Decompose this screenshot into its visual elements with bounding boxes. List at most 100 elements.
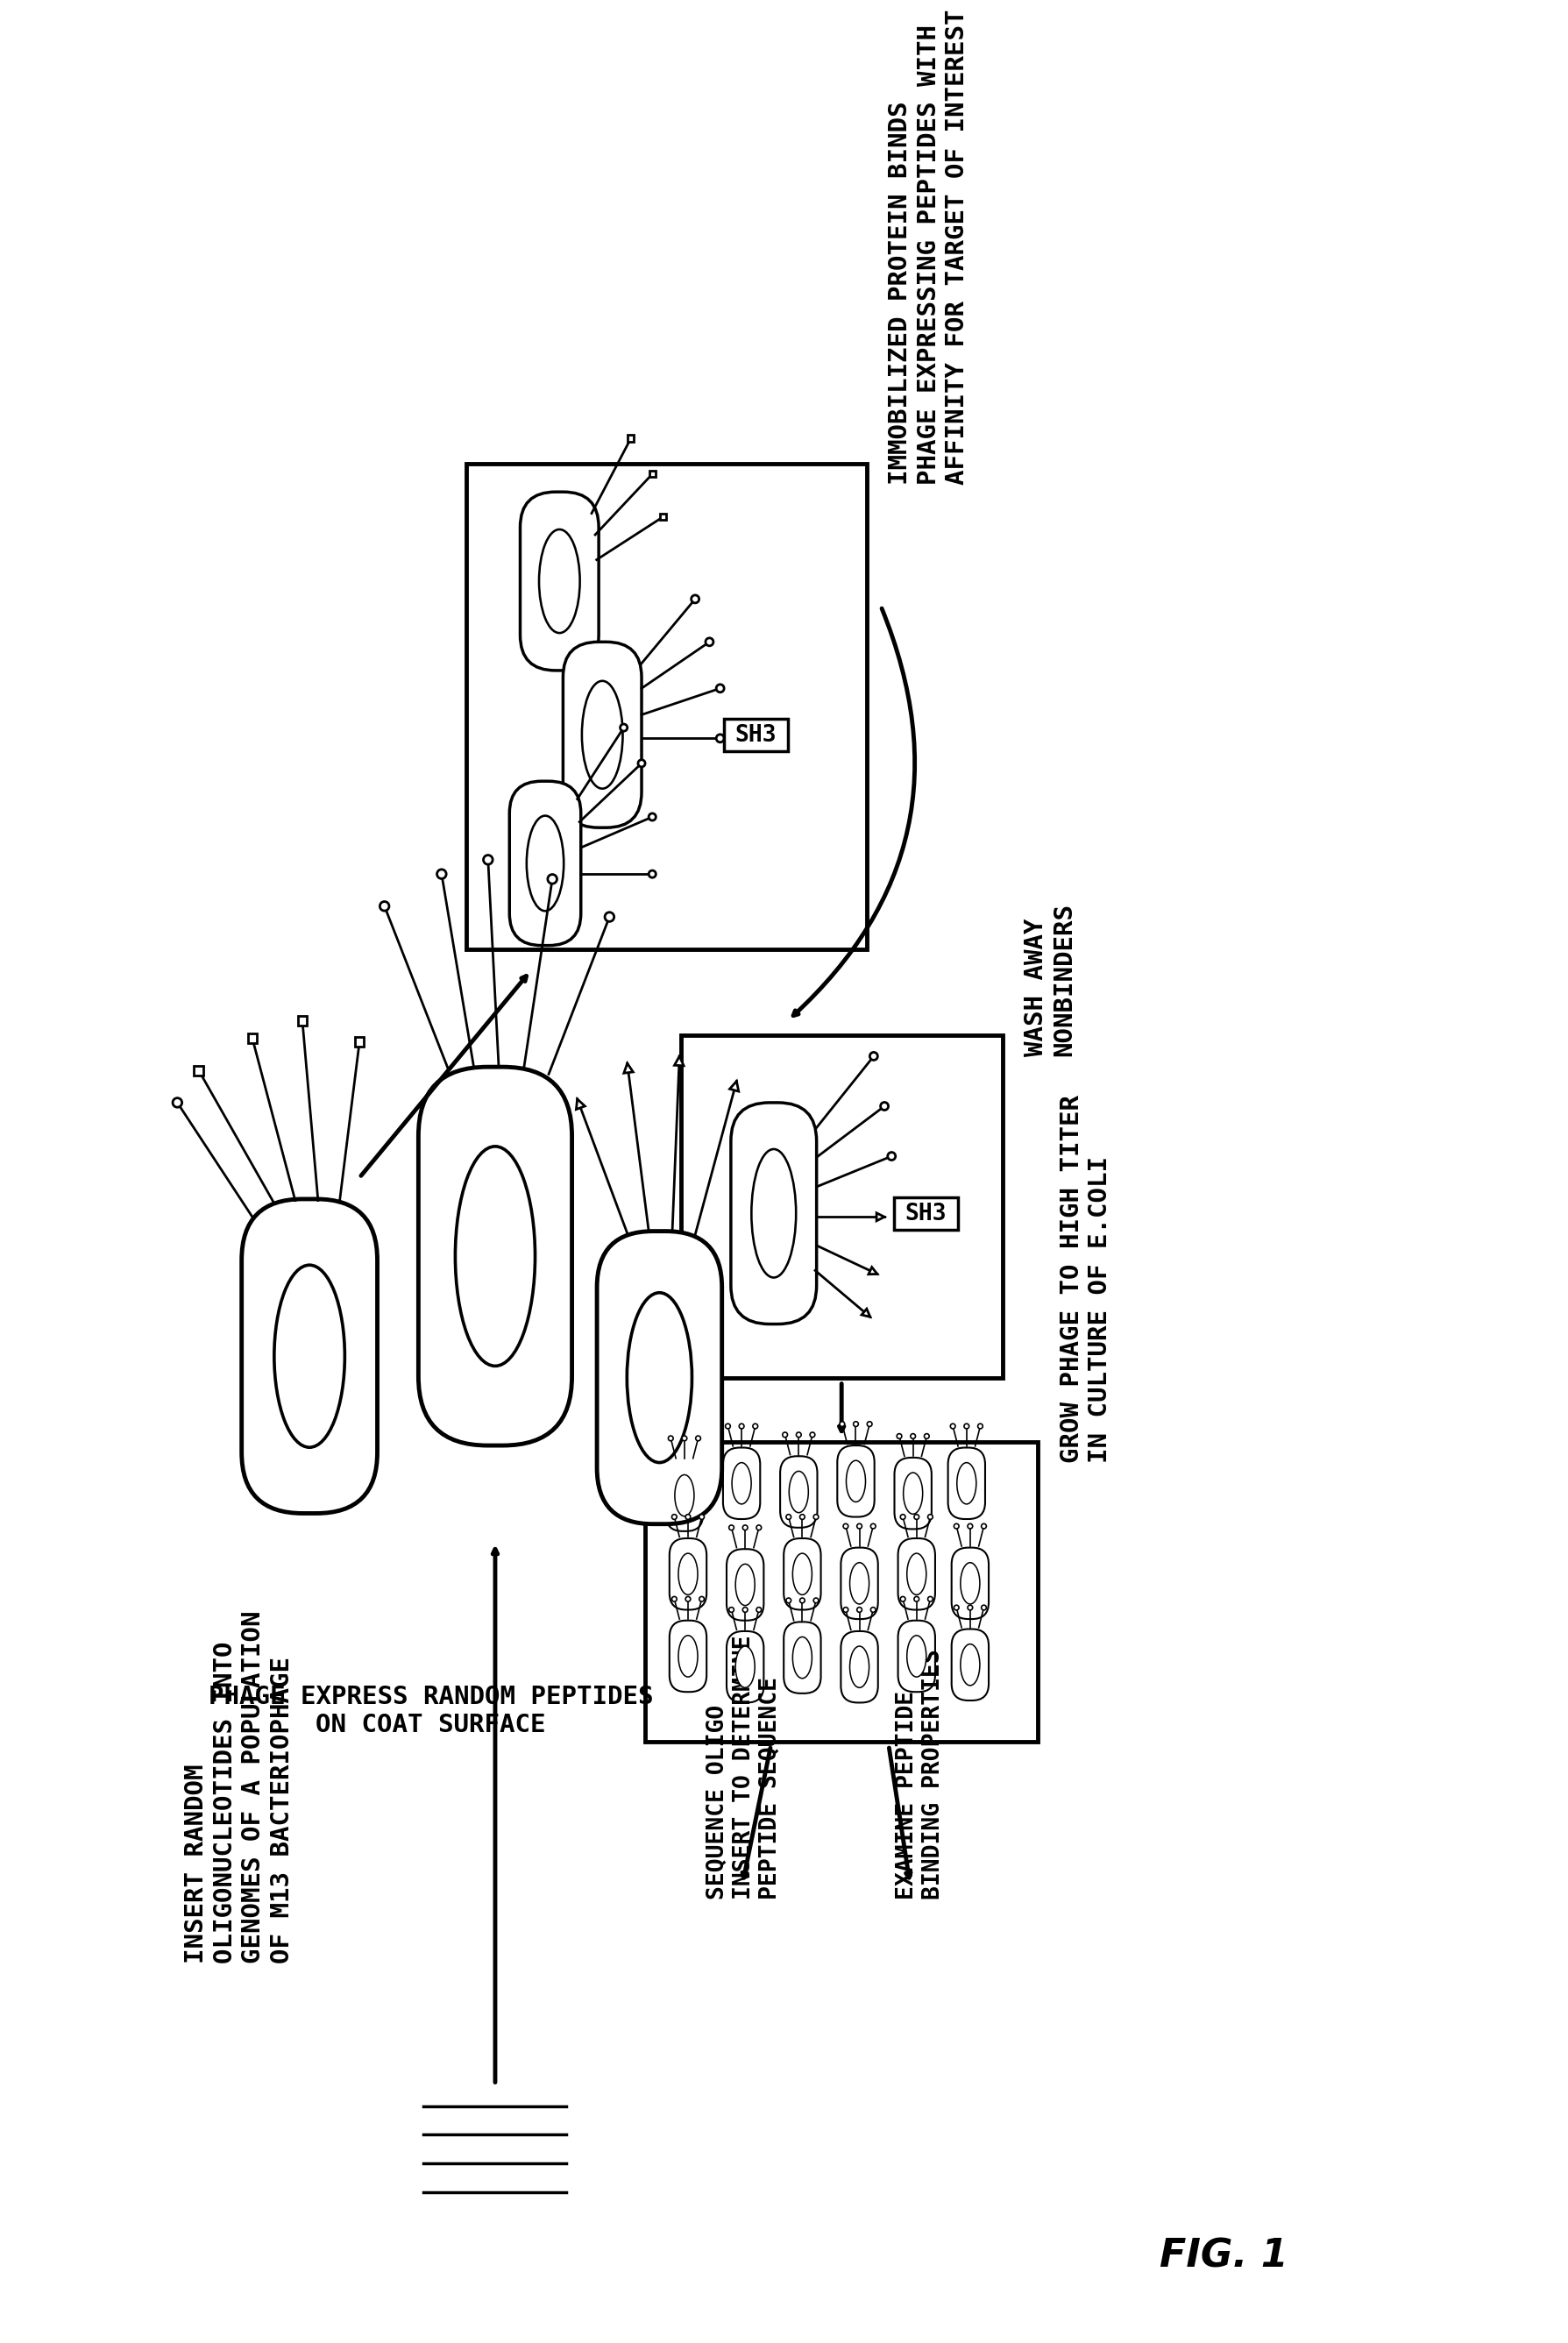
Polygon shape: [674, 1057, 684, 1066]
Ellipse shape: [927, 1514, 933, 1518]
Ellipse shape: [619, 724, 627, 731]
Ellipse shape: [753, 1425, 757, 1429]
Ellipse shape: [539, 530, 580, 633]
FancyBboxPatch shape: [840, 1549, 878, 1619]
Ellipse shape: [483, 855, 492, 865]
Ellipse shape: [982, 1605, 986, 1610]
Ellipse shape: [724, 1425, 731, 1429]
FancyBboxPatch shape: [596, 1230, 721, 1523]
Ellipse shape: [717, 733, 724, 743]
Ellipse shape: [699, 1596, 704, 1603]
Ellipse shape: [685, 1514, 690, 1518]
Ellipse shape: [897, 1434, 902, 1439]
Ellipse shape: [853, 1422, 858, 1427]
Bar: [248, 1033, 257, 1043]
Ellipse shape: [729, 1607, 734, 1612]
Text: WASH AWAY
NONBINDERS: WASH AWAY NONBINDERS: [1024, 902, 1076, 1057]
Ellipse shape: [887, 1153, 895, 1160]
Ellipse shape: [547, 874, 557, 883]
Ellipse shape: [914, 1514, 919, 1518]
FancyBboxPatch shape: [897, 1539, 935, 1610]
Ellipse shape: [856, 1523, 861, 1528]
Ellipse shape: [909, 1434, 916, 1439]
Ellipse shape: [638, 759, 644, 766]
Text: EXAMINE PEPTIDE
BINDING PROPERTIES: EXAMINE PEPTIDE BINDING PROPERTIES: [895, 1649, 944, 1900]
Polygon shape: [729, 1080, 739, 1092]
Ellipse shape: [906, 1635, 925, 1678]
Ellipse shape: [782, 1432, 787, 1436]
Ellipse shape: [809, 1432, 814, 1436]
Ellipse shape: [956, 1462, 975, 1504]
Ellipse shape: [274, 1265, 345, 1448]
Ellipse shape: [751, 1148, 795, 1277]
Ellipse shape: [739, 1425, 743, 1429]
Ellipse shape: [677, 1553, 698, 1596]
Ellipse shape: [814, 1598, 818, 1603]
Ellipse shape: [735, 1565, 754, 1605]
FancyBboxPatch shape: [731, 1104, 815, 1324]
Ellipse shape: [455, 1146, 535, 1366]
Polygon shape: [624, 1064, 633, 1073]
FancyBboxPatch shape: [784, 1621, 820, 1694]
Ellipse shape: [527, 815, 563, 911]
Ellipse shape: [814, 1514, 818, 1518]
FancyBboxPatch shape: [947, 1448, 985, 1518]
FancyBboxPatch shape: [837, 1446, 873, 1516]
Ellipse shape: [582, 682, 622, 790]
Ellipse shape: [963, 1425, 969, 1429]
Ellipse shape: [800, 1598, 804, 1603]
Ellipse shape: [869, 1052, 877, 1059]
Ellipse shape: [977, 1425, 982, 1429]
FancyBboxPatch shape: [784, 1539, 820, 1610]
Ellipse shape: [668, 1436, 673, 1441]
Text: SH3: SH3: [734, 724, 776, 747]
Ellipse shape: [967, 1605, 972, 1610]
Bar: [354, 1038, 364, 1047]
Ellipse shape: [756, 1607, 760, 1612]
FancyBboxPatch shape: [952, 1549, 988, 1619]
FancyBboxPatch shape: [563, 642, 641, 827]
Ellipse shape: [842, 1607, 848, 1612]
Ellipse shape: [870, 1523, 875, 1528]
Ellipse shape: [906, 1553, 925, 1596]
Ellipse shape: [900, 1596, 905, 1603]
Ellipse shape: [742, 1525, 748, 1530]
Ellipse shape: [172, 1099, 182, 1108]
Ellipse shape: [900, 1514, 905, 1518]
FancyBboxPatch shape: [665, 1460, 702, 1532]
Bar: [649, 471, 655, 478]
Ellipse shape: [379, 902, 389, 911]
Ellipse shape: [732, 1462, 751, 1504]
FancyBboxPatch shape: [952, 1628, 988, 1701]
Text: SH3: SH3: [905, 1202, 946, 1225]
Polygon shape: [861, 1310, 870, 1317]
Ellipse shape: [950, 1425, 955, 1429]
FancyBboxPatch shape: [894, 1457, 931, 1530]
Ellipse shape: [677, 1635, 698, 1678]
Ellipse shape: [870, 1607, 875, 1612]
Ellipse shape: [682, 1436, 687, 1441]
Ellipse shape: [960, 1645, 980, 1685]
Bar: [681, 1036, 1002, 1378]
FancyBboxPatch shape: [241, 1200, 378, 1514]
Bar: [660, 513, 666, 520]
Ellipse shape: [967, 1523, 972, 1528]
Ellipse shape: [786, 1514, 790, 1518]
Ellipse shape: [903, 1474, 922, 1514]
Ellipse shape: [699, 1514, 704, 1518]
Ellipse shape: [839, 1422, 844, 1427]
Ellipse shape: [792, 1553, 812, 1596]
Ellipse shape: [671, 1514, 676, 1518]
Bar: [194, 1066, 204, 1075]
Ellipse shape: [717, 684, 724, 691]
Ellipse shape: [695, 1436, 701, 1441]
Bar: [298, 1017, 307, 1026]
Ellipse shape: [729, 1525, 734, 1530]
FancyBboxPatch shape: [419, 1066, 572, 1446]
Bar: [894, 1197, 958, 1230]
Ellipse shape: [927, 1596, 933, 1603]
FancyBboxPatch shape: [840, 1631, 878, 1703]
Text: SEQUENCE OLIGO
INSERT TO DETERMINE
PEPTIDE SEQUENCE: SEQUENCE OLIGO INSERT TO DETERMINE PEPTI…: [706, 1635, 781, 1900]
Ellipse shape: [605, 911, 613, 921]
Ellipse shape: [792, 1638, 812, 1678]
